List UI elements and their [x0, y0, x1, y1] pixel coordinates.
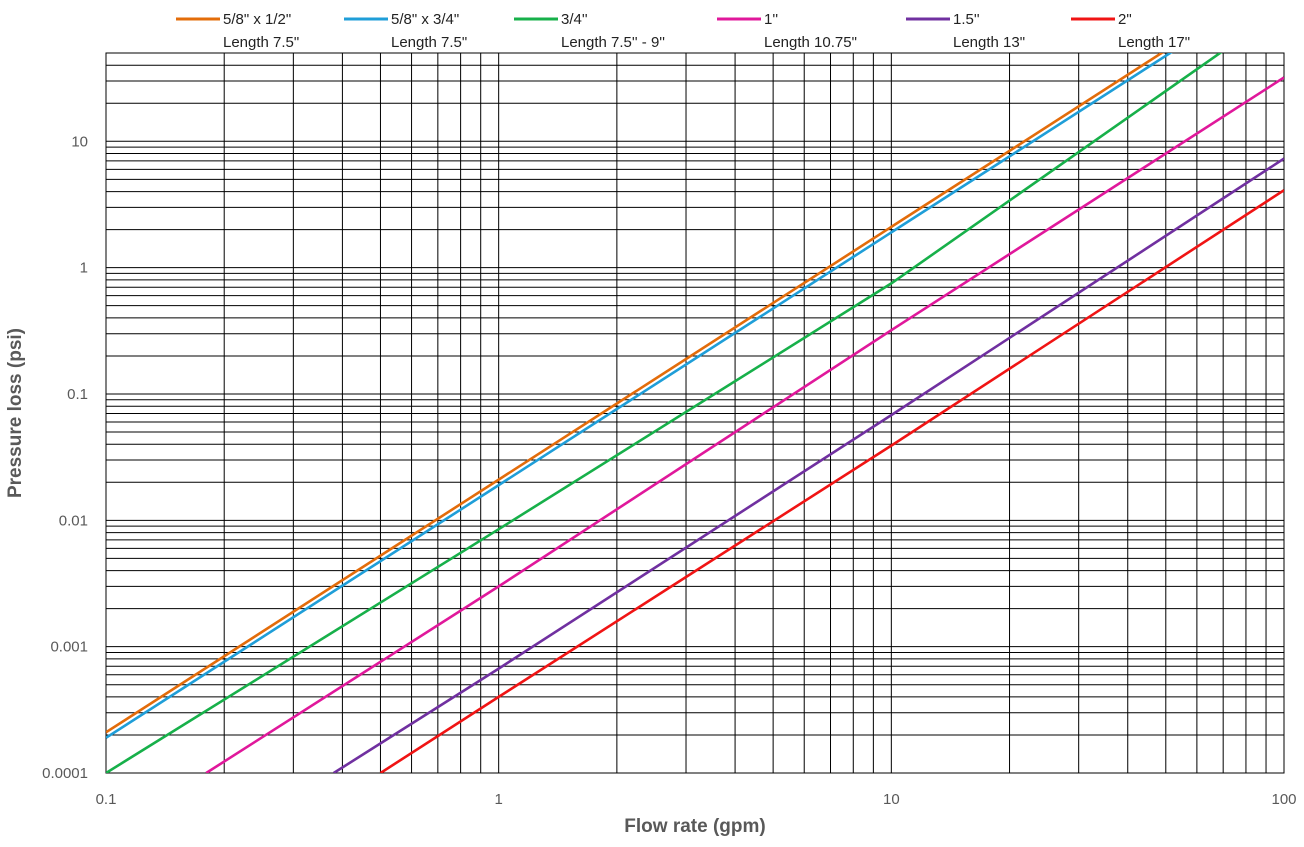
series-line	[106, 53, 1165, 734]
legend-label: 1.5''	[953, 11, 980, 28]
x-tick-label: 10	[883, 791, 900, 808]
x-tick-label: 1	[494, 791, 502, 808]
grid	[105, 52, 1284, 774]
y-axis-ticks: 0.0001 0.001 0.01 0.1 1 10	[42, 133, 88, 782]
legend-sublabel: Length 17"	[1118, 34, 1190, 51]
y-tick-label: 0.1	[67, 386, 88, 403]
x-tick-label: 0.1	[96, 791, 117, 808]
y-tick-label: 0.0001	[42, 765, 88, 782]
legend-label: 5/8" x 3/4"	[391, 11, 459, 28]
series-line	[106, 53, 1173, 739]
legend: 5/8" x 1/2" Length 7.5" 5/8" x 3/4" Length …	[176, 11, 1190, 51]
legend-sublabel: Length 13"	[953, 34, 1025, 51]
y-tick-label: 1	[80, 260, 88, 277]
legend-label: 2"	[1118, 11, 1132, 28]
series-line	[333, 157, 1284, 773]
series-line	[205, 76, 1284, 773]
plot-frame	[105, 52, 1285, 774]
legend-sublabel: Length 7.5"	[223, 34, 299, 51]
x-tick-label: 100	[1271, 791, 1296, 808]
y-tick-label: 10	[71, 133, 88, 150]
series-line	[379, 189, 1284, 773]
legend-sublabel: Length 7.5"	[391, 34, 467, 51]
legend-label: 3/4''	[561, 11, 588, 28]
y-tick-label: 0.01	[59, 512, 88, 529]
series-lines	[106, 53, 1284, 773]
legend-label: 1''	[764, 11, 778, 28]
legend-sublabel: Length 7.5'' - 9''	[561, 34, 665, 51]
legend-sublabel: Length 10.75"	[764, 34, 857, 51]
y-tick-label: 0.001	[50, 639, 88, 656]
x-axis-ticks: 0.1 1 10 100	[96, 791, 1297, 808]
series-line	[106, 53, 1223, 773]
x-axis-title: Flow rate (gpm)	[624, 816, 765, 837]
y-axis-title: Pressure loss (psi)	[5, 328, 26, 498]
legend-label: 5/8" x 1/2"	[223, 11, 291, 28]
